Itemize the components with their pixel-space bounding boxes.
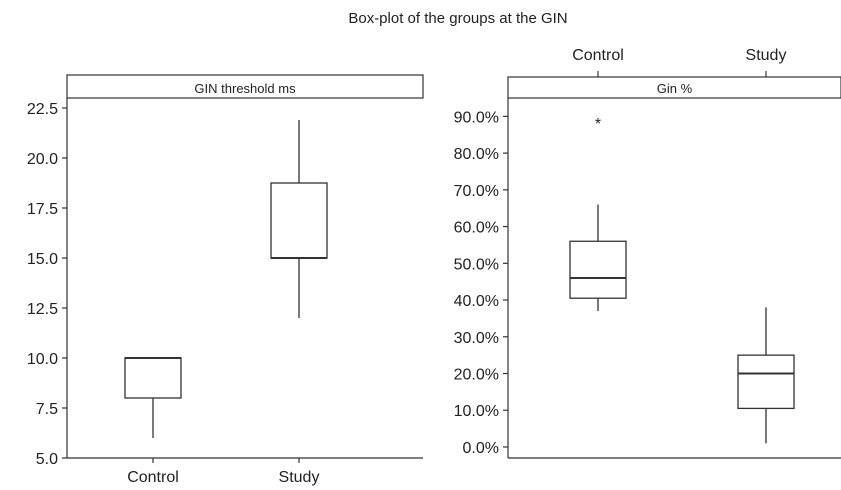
y-tick-label: 15.0 — [27, 251, 58, 268]
y-tick-label: 10.0 — [27, 351, 58, 368]
panel-strip-label: Gin % — [657, 81, 693, 96]
panel-strip — [507, 76, 841, 99]
y-tick-label: 17.5 — [27, 201, 58, 218]
x-tick-label: Study — [746, 47, 787, 64]
y-tick-label: 12.5 — [27, 301, 58, 318]
y-tick-label: 90.0% — [454, 109, 499, 126]
y-tick-label: 50.0% — [454, 256, 499, 273]
x-tick-label: Control — [127, 469, 179, 486]
y-tick-label: 80.0% — [454, 146, 499, 163]
box-body — [124, 357, 182, 399]
chart-panel-gin-threshold: GIN threshold ms 5.0 7.5 10.0 12.5 15.0 17.5 20… — [27, 74, 424, 486]
y-tick-label: 70.0% — [454, 183, 499, 200]
y-tick-label: 30.0% — [454, 330, 499, 347]
y-tick-label: 20.0% — [454, 367, 499, 384]
y-tick-label: 10.0% — [454, 403, 499, 420]
box-body — [737, 354, 795, 410]
y-tick-label: 60.0% — [454, 220, 499, 237]
y-tick-label: 0.0% — [463, 440, 499, 457]
y-tick-label: 20.0 — [27, 151, 58, 168]
x-tick-label: Control — [572, 47, 624, 64]
y-tick-label: 40.0% — [454, 293, 499, 310]
y-tick-label: 5.0 — [36, 451, 58, 468]
y-tick-label: 7.5 — [36, 401, 58, 418]
x-tick-label: Study — [279, 469, 320, 486]
figure-title: Box-plot of the groups at the GIN — [348, 10, 567, 27]
box-body — [270, 182, 328, 259]
panel-strip — [66, 74, 424, 99]
panel-strip-label: GIN threshold ms — [194, 81, 296, 96]
box-body — [569, 240, 627, 299]
y-tick-label: 22.5 — [27, 101, 58, 118]
chart-panel-gin-percent: Gin % 0.0% 10.0% 20.0% 30.0% 40.0% 50.0% 60.0% 7… — [454, 47, 841, 459]
outlier-marker: * — [595, 116, 601, 133]
